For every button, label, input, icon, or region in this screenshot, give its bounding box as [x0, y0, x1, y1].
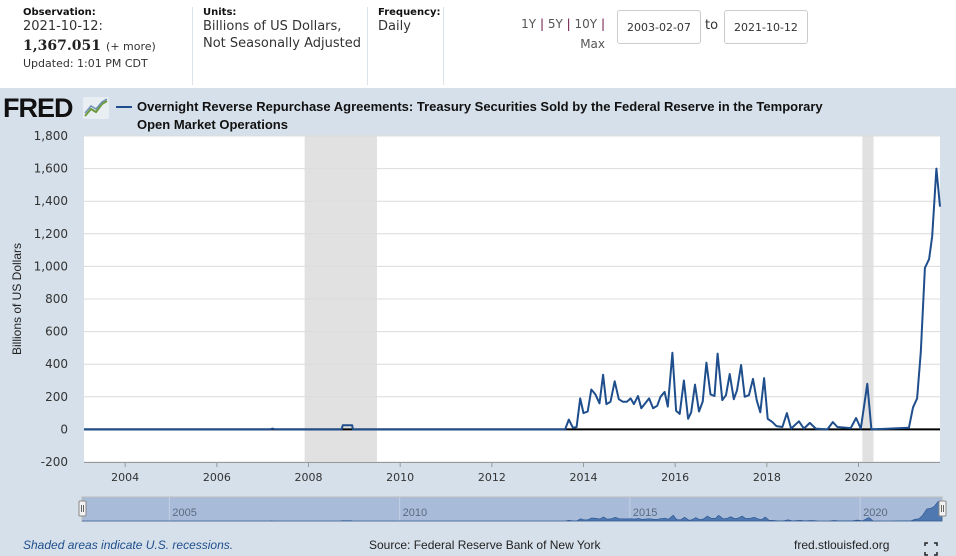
x-tick-label: 2016 — [661, 471, 689, 484]
navigator-series — [82, 500, 943, 522]
y-tick-label: 1,200 — [34, 227, 68, 241]
navigator-tick-label: 2005 — [172, 507, 196, 519]
navigator-handle-right[interactable] — [938, 500, 947, 517]
range-1y[interactable]: 1Y — [521, 17, 537, 31]
observation-block: Observation: 2021-10-12: 1,367.051 (+ mo… — [23, 7, 193, 85]
x-tick-label: 2004 — [111, 471, 139, 484]
to-label: to — [705, 18, 719, 33]
observation-label: Observation: — [23, 7, 96, 18]
navigator — [81, 496, 943, 522]
units-line1: Billions of US Dollars, — [203, 19, 342, 34]
y-axis-label: Billions of US Dollars — [10, 243, 24, 355]
y-tick-label: 400 — [45, 357, 68, 371]
x-tick-label: 2006 — [203, 471, 231, 484]
site-link[interactable]: fred.stlouisfed.org — [794, 538, 890, 552]
fred-logo: FRED — [3, 93, 109, 124]
range-selector: 1Y | 5Y | 10Y | Max — [521, 17, 605, 51]
frequency-label: Frequency: — [378, 7, 441, 18]
range-max[interactable]: Max — [580, 37, 605, 51]
y-tick-label: 800 — [45, 292, 68, 306]
x-tick-label: 2014 — [570, 471, 598, 484]
start-date-input[interactable] — [617, 10, 701, 44]
y-tick-label: 1,800 — [34, 129, 68, 143]
observation-date: 2021-10-12: — [23, 19, 103, 34]
end-date-input[interactable] — [724, 10, 808, 44]
source-text: Source: Federal Reserve Bank of New York — [369, 538, 601, 552]
y-tick-label: 200 — [45, 390, 68, 404]
navigator-tick-label: 2010 — [403, 507, 427, 519]
fullscreen-icon[interactable] — [924, 542, 938, 556]
frequency-block: Frequency: Daily — [378, 7, 444, 85]
range-5y[interactable]: 5Y — [547, 17, 563, 31]
x-tick-label: 2018 — [753, 471, 781, 484]
y-tick-label: 1,400 — [34, 194, 68, 208]
y-tick-label: 1,000 — [34, 259, 68, 273]
legend-line — [116, 106, 132, 108]
y-tick-label: 600 — [45, 325, 68, 339]
frequency-value: Daily — [378, 19, 411, 34]
units-block: Units: Billions of US Dollars, Not Seaso… — [203, 7, 368, 85]
header: Observation: 2021-10-12: 1,367.051 (+ mo… — [0, 0, 956, 88]
updated-text: Updated: 1:01 PM CDT — [23, 57, 148, 70]
more-link[interactable]: (+ more) — [106, 40, 156, 53]
x-tick-label: 2020 — [845, 471, 873, 484]
x-tick-label: 2008 — [295, 471, 323, 484]
units-label: Units: — [203, 7, 237, 18]
recession-note: Shaded areas indicate U.S. recessions. — [23, 538, 234, 552]
navigator-handle-left[interactable] — [78, 500, 87, 517]
observation-value: 1,367.051 — [23, 38, 101, 54]
navigator-tick-label: 2020 — [863, 507, 887, 519]
range-10y[interactable]: 10Y — [574, 17, 598, 31]
x-tick-label: 2010 — [386, 471, 414, 484]
y-tick-label: 0 — [60, 422, 68, 436]
units-line2: Not Seasonally Adjusted — [203, 36, 361, 51]
series-line — [84, 167, 941, 431]
chart-title: Overnight Reverse Repurchase Agreements:… — [137, 99, 823, 132]
x-tick-label: 2012 — [478, 471, 506, 484]
y-tick-label: 1,600 — [34, 162, 68, 176]
navigator-tick-label: 2015 — [633, 507, 657, 519]
y-tick-label: -200 — [41, 455, 68, 469]
fred-chart-icon — [83, 97, 109, 119]
